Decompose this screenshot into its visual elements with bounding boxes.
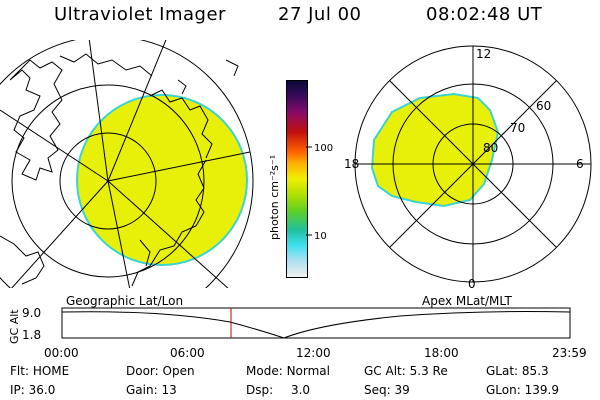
mlt-label-6: 6 — [576, 157, 584, 171]
lat-label-60: 60 — [536, 99, 551, 113]
flt-value: HOME — [32, 364, 70, 378]
status-glon: GLon: 139.9 — [486, 383, 559, 397]
status-door: Door: Open — [126, 364, 195, 378]
y-tick-1-8: 1.8 — [22, 328, 41, 342]
header-time: 08:02:48 UT — [426, 4, 543, 25]
mlt-label-18: 18 — [344, 157, 359, 171]
lat-label-80: 80 — [483, 141, 498, 155]
header-title: Ultraviolet Imager — [54, 4, 226, 25]
altitude-plot: 9.0 1.8 — [22, 306, 571, 342]
colorbar-label: photon cm⁻²s⁻¹ — [268, 154, 281, 240]
x-tick-0000: 00:00 — [44, 346, 79, 360]
geographic-label: Geographic Lat/Lon — [66, 294, 184, 308]
apex-label: Apex MLat/MLT — [422, 294, 512, 308]
altitude-curve — [61, 311, 571, 339]
aurora-disk-geographic — [76, 94, 248, 266]
colorbar-tick-10: 10 — [314, 231, 327, 242]
seq-value: 39 — [394, 383, 410, 397]
lat-label-70: 70 — [510, 121, 525, 135]
mlt-label-12: 12 — [476, 47, 491, 61]
status-mode: Mode: Normal — [246, 364, 330, 378]
x-tick-1800: 18:00 — [424, 346, 459, 360]
x-tick-1200: 12:00 — [296, 346, 331, 360]
door-value: Open — [162, 364, 195, 378]
y-tick-9: 9.0 — [22, 306, 41, 320]
colorbar-ticks: 100 10 — [306, 143, 333, 242]
geographic-map — [0, 40, 254, 288]
colorbar-tick-100: 100 — [314, 143, 333, 154]
colorbar — [286, 80, 308, 278]
status-ip: IP: 36.0 — [10, 383, 56, 397]
header-date: 27 Jul 00 — [278, 4, 362, 25]
gcalt-value: 5.3 Re — [409, 364, 448, 378]
polar-plot: 12 18 6 0 60 70 80 — [344, 45, 592, 290]
ip-value: 36.0 — [28, 383, 56, 397]
status-flt: Flt: HOME — [10, 364, 70, 378]
dsp-value: 3.0 — [290, 383, 311, 397]
mode-value: Normal — [286, 364, 330, 378]
mlt-label-0: 0 — [468, 277, 476, 290]
glon-value: 139.9 — [524, 383, 559, 397]
status-gain: Gain: 13 — [126, 383, 177, 397]
status-dsp: Dsp: 3.0 — [246, 383, 311, 397]
status-glat: GLat: 85.3 — [486, 364, 549, 378]
x-tick-2359: 23:59 — [552, 346, 587, 360]
status-seq: Seq: 39 — [364, 383, 410, 397]
glat-value: 85.3 — [521, 364, 549, 378]
gain-value: 13 — [161, 383, 177, 397]
status-gcalt: GC Alt: 5.3 Re — [364, 364, 448, 378]
x-tick-0600: 06:00 — [170, 346, 205, 360]
